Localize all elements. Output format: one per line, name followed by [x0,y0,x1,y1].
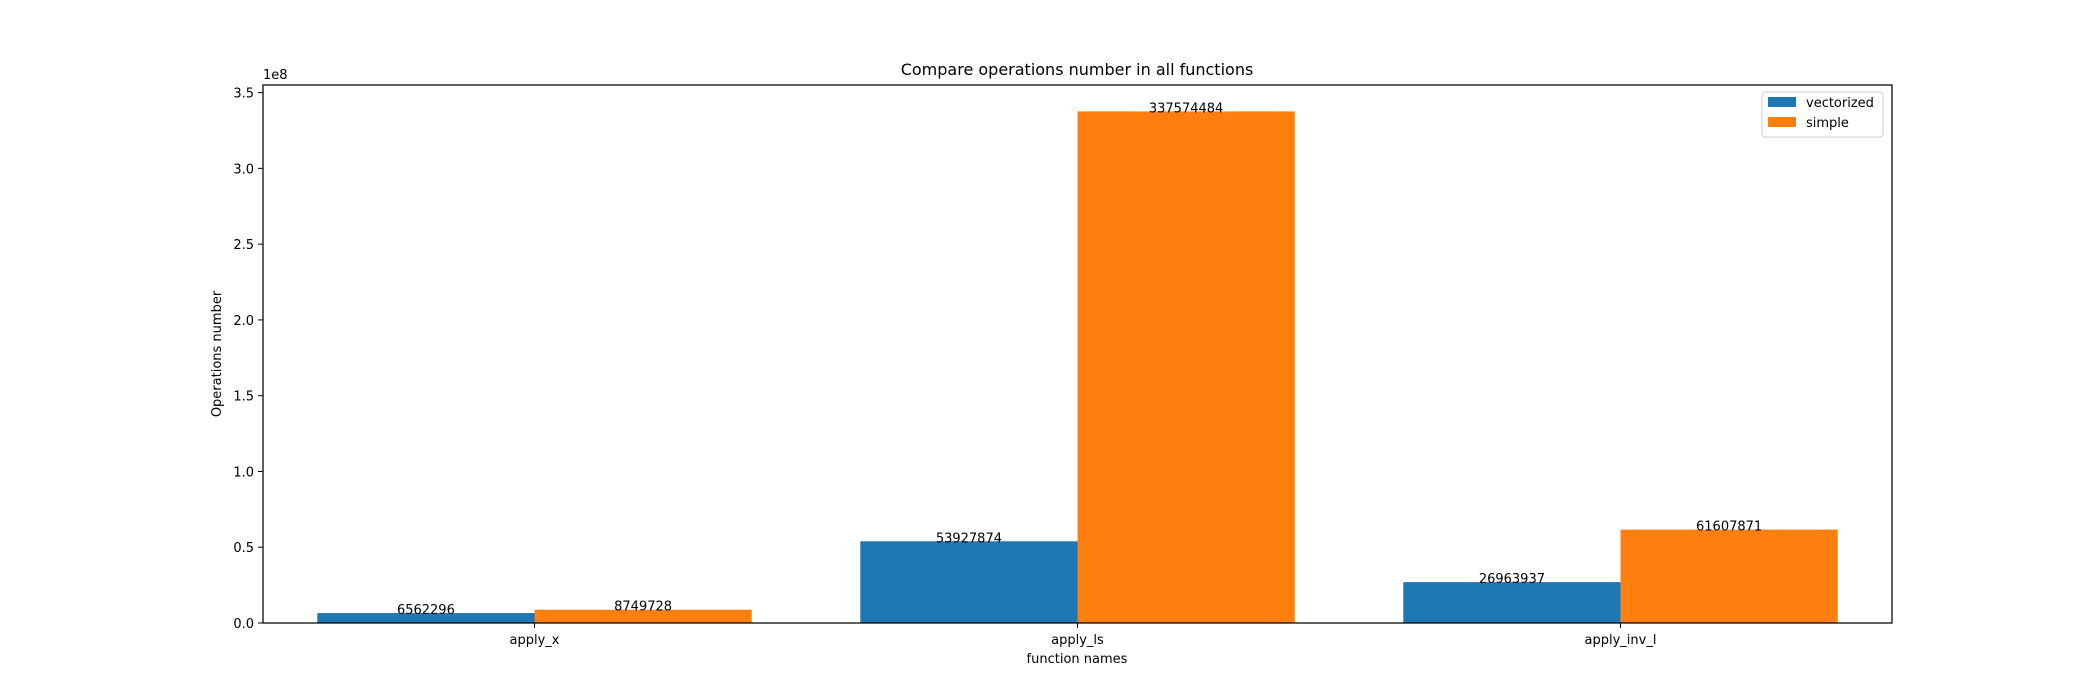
bar-vectorized-apply_x [317,613,535,623]
chart-title: Compare operations number in all functio… [901,60,1254,79]
bar-simple-apply_inv_l [1620,529,1838,623]
y-axis-offset-label: 1e8 [263,68,288,83]
legend: vectorized simple [1761,91,1884,138]
y-tick-label: 2.0 [233,314,254,329]
x-axis: apply_x apply_ls apply_inv_l [510,623,1657,648]
y-axis-title: Operations number [210,290,225,417]
bars-layer [317,111,1838,623]
x-axis-title: function names [1027,652,1128,667]
bar-simple-apply_ls [1077,111,1295,623]
y-axis: 0.0 0.5 1.0 1.5 2.0 2.5 3.0 3.5 [233,87,263,632]
bar-value-label: 8749728 [614,600,672,615]
y-tick-label: 1.0 [233,465,254,480]
x-tick-label-apply_ls: apply_ls [1051,633,1104,648]
y-tick-label: 0.0 [233,617,254,632]
x-tick-label-apply_inv_l: apply_inv_l [1585,633,1657,648]
y-tick-label: 3.0 [233,162,254,177]
y-tick-label: 0.5 [233,541,254,556]
bar-value-label: 61607871 [1696,520,1762,535]
bar-simple-apply_x [534,609,752,623]
bar-value-label: 53927874 [936,531,1002,546]
x-tick-label-apply_x: apply_x [510,633,560,648]
legend-swatch-vectorized [1768,97,1796,107]
bar-vectorized-apply_inv_l [1403,582,1621,623]
bar-labels-layer: 6562296 53927874 26963937 8749728 337574484 6… [397,101,1762,618]
legend-swatch-simple [1768,117,1796,127]
bar-value-label: 337574484 [1149,101,1223,116]
bar-vectorized-apply_ls [860,541,1078,623]
bar-value-label: 26963937 [1479,572,1545,587]
bar-value-label: 6562296 [397,603,455,618]
y-tick-label: 3.5 [233,87,254,102]
legend-label-vectorized: vectorized [1806,96,1874,111]
legend-label-simple: simple [1806,116,1849,131]
y-tick-label: 1.5 [233,390,254,405]
y-tick-label: 2.5 [233,238,254,253]
